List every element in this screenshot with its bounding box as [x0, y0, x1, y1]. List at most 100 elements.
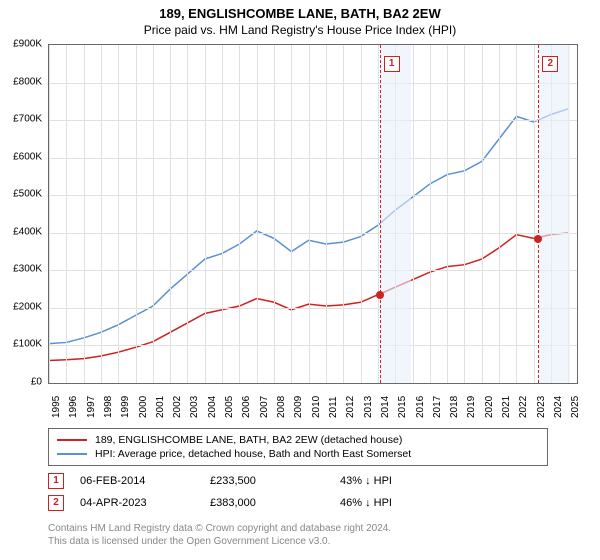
annotation-date: 06-FEB-2014 [80, 475, 210, 487]
shaded-region [380, 45, 411, 383]
x-tick-label: 2012 [345, 396, 356, 418]
chart-subtitle: Price paid vs. HM Land Registry's House … [0, 21, 600, 41]
grid-line-h [49, 270, 577, 271]
x-tick-label: 2015 [397, 396, 408, 418]
x-tick-label: 2024 [553, 396, 564, 418]
legend-box: 189, ENGLISHCOMBE LANE, BATH, BA2 2EW (d… [48, 428, 548, 466]
shaded-region [538, 45, 570, 383]
grid-line-v [222, 45, 223, 383]
grid-line-v [464, 45, 465, 383]
annotation-marker: 2 [542, 56, 558, 72]
annotation-number: 1 [48, 473, 64, 489]
annotation-price: £383,000 [210, 497, 340, 509]
annotation-number: 2 [48, 495, 64, 511]
x-tick-label: 2000 [138, 396, 149, 418]
x-tick-label: 1996 [68, 396, 79, 418]
x-tick-label: 2009 [293, 396, 304, 418]
annotation-date: 04-APR-2023 [80, 497, 210, 509]
grid-line-v [239, 45, 240, 383]
y-tick-label: £200K [13, 301, 42, 312]
footer-line1: Contains HM Land Registry data © Crown c… [48, 522, 391, 535]
annotation-row: 1 06-FEB-2014£233,50043% ↓ HPI [48, 470, 548, 492]
grid-line-v [413, 45, 414, 383]
x-tick-label: 2016 [415, 396, 426, 418]
grid-line-h [49, 308, 577, 309]
grid-line-v [447, 45, 448, 383]
x-tick-label: 2014 [380, 396, 391, 418]
grid-line-v [187, 45, 188, 383]
grid-line-h [49, 345, 577, 346]
y-tick-label: £0 [31, 377, 42, 388]
x-tick-label: 2017 [432, 396, 443, 418]
legend-row: 189, ENGLISHCOMBE LANE, BATH, BA2 2EW (d… [57, 433, 539, 447]
x-tick-label: 2007 [259, 396, 270, 418]
y-tick-label: £400K [13, 226, 42, 237]
grid-line-v [361, 45, 362, 383]
grid-line-v [257, 45, 258, 383]
legend-label: HPI: Average price, detached house, Bath… [95, 448, 411, 460]
grid-line-v [482, 45, 483, 383]
x-tick-label: 2018 [449, 396, 460, 418]
grid-line-v [66, 45, 67, 383]
y-tick-label: £800K [13, 76, 42, 87]
x-tick-label: 2022 [518, 396, 529, 418]
annotation-dot [534, 235, 542, 243]
x-tick-label: 2021 [501, 396, 512, 418]
grid-line-v [499, 45, 500, 383]
y-tick-label: £600K [13, 151, 42, 162]
grid-line-v [430, 45, 431, 383]
y-tick-label: £500K [13, 189, 42, 200]
grid-line-h [49, 83, 577, 84]
legend-swatch [57, 439, 87, 441]
grid-line-v [274, 45, 275, 383]
x-tick-label: 2005 [224, 396, 235, 418]
y-tick-label: £700K [13, 114, 42, 125]
x-tick-label: 1997 [86, 396, 97, 418]
grid-line-v [118, 45, 119, 383]
x-tick-label: 2025 [570, 396, 581, 418]
annotation-line [538, 45, 539, 383]
chart-svg [49, 45, 577, 383]
x-tick-label: 2011 [328, 396, 339, 418]
y-tick-label: £100K [13, 339, 42, 350]
y-axis: £0£100K£200K£300K£400K£500K£600K£700K£80… [0, 44, 46, 384]
grid-line-v [205, 45, 206, 383]
x-axis: 1995199619971998199920002001200220032004… [48, 386, 578, 426]
grid-line-h [49, 233, 577, 234]
grid-line-v [516, 45, 517, 383]
grid-line-h [49, 195, 577, 196]
grid-line-v [326, 45, 327, 383]
grid-line-v [170, 45, 171, 383]
grid-line-v [136, 45, 137, 383]
annotation-dot [376, 291, 384, 299]
x-tick-label: 2023 [536, 396, 547, 418]
chart-container: 189, ENGLISHCOMBE LANE, BATH, BA2 2EW Pr… [0, 0, 600, 560]
annotation-pct: 46% ↓ HPI [340, 497, 470, 509]
legend-row: HPI: Average price, detached house, Bath… [57, 447, 539, 461]
y-tick-label: £900K [13, 39, 42, 50]
x-tick-label: 2004 [207, 396, 218, 418]
annotation-marker: 1 [384, 56, 400, 72]
plot-area: 12 [48, 44, 578, 384]
grid-line-v [291, 45, 292, 383]
grid-line-v [49, 45, 50, 383]
grid-line-v [84, 45, 85, 383]
grid-line-v [309, 45, 310, 383]
annotation-price: £233,500 [210, 475, 340, 487]
legend-swatch [57, 453, 87, 455]
x-tick-label: 1999 [120, 396, 131, 418]
grid-line-v [153, 45, 154, 383]
x-tick-label: 2019 [466, 396, 477, 418]
annotation-pct: 43% ↓ HPI [340, 475, 470, 487]
x-tick-label: 2001 [155, 396, 166, 418]
footer-line2: This data is licensed under the Open Gov… [48, 535, 391, 548]
x-tick-label: 2020 [484, 396, 495, 418]
chart-title: 189, ENGLISHCOMBE LANE, BATH, BA2 2EW [0, 0, 600, 21]
x-tick-label: 2008 [276, 396, 287, 418]
x-tick-label: 2002 [172, 396, 183, 418]
legend-label: 189, ENGLISHCOMBE LANE, BATH, BA2 2EW (d… [95, 434, 402, 446]
annotation-line [380, 45, 381, 383]
y-tick-label: £300K [13, 264, 42, 275]
grid-line-v [101, 45, 102, 383]
footer-text: Contains HM Land Registry data © Crown c… [48, 522, 391, 548]
